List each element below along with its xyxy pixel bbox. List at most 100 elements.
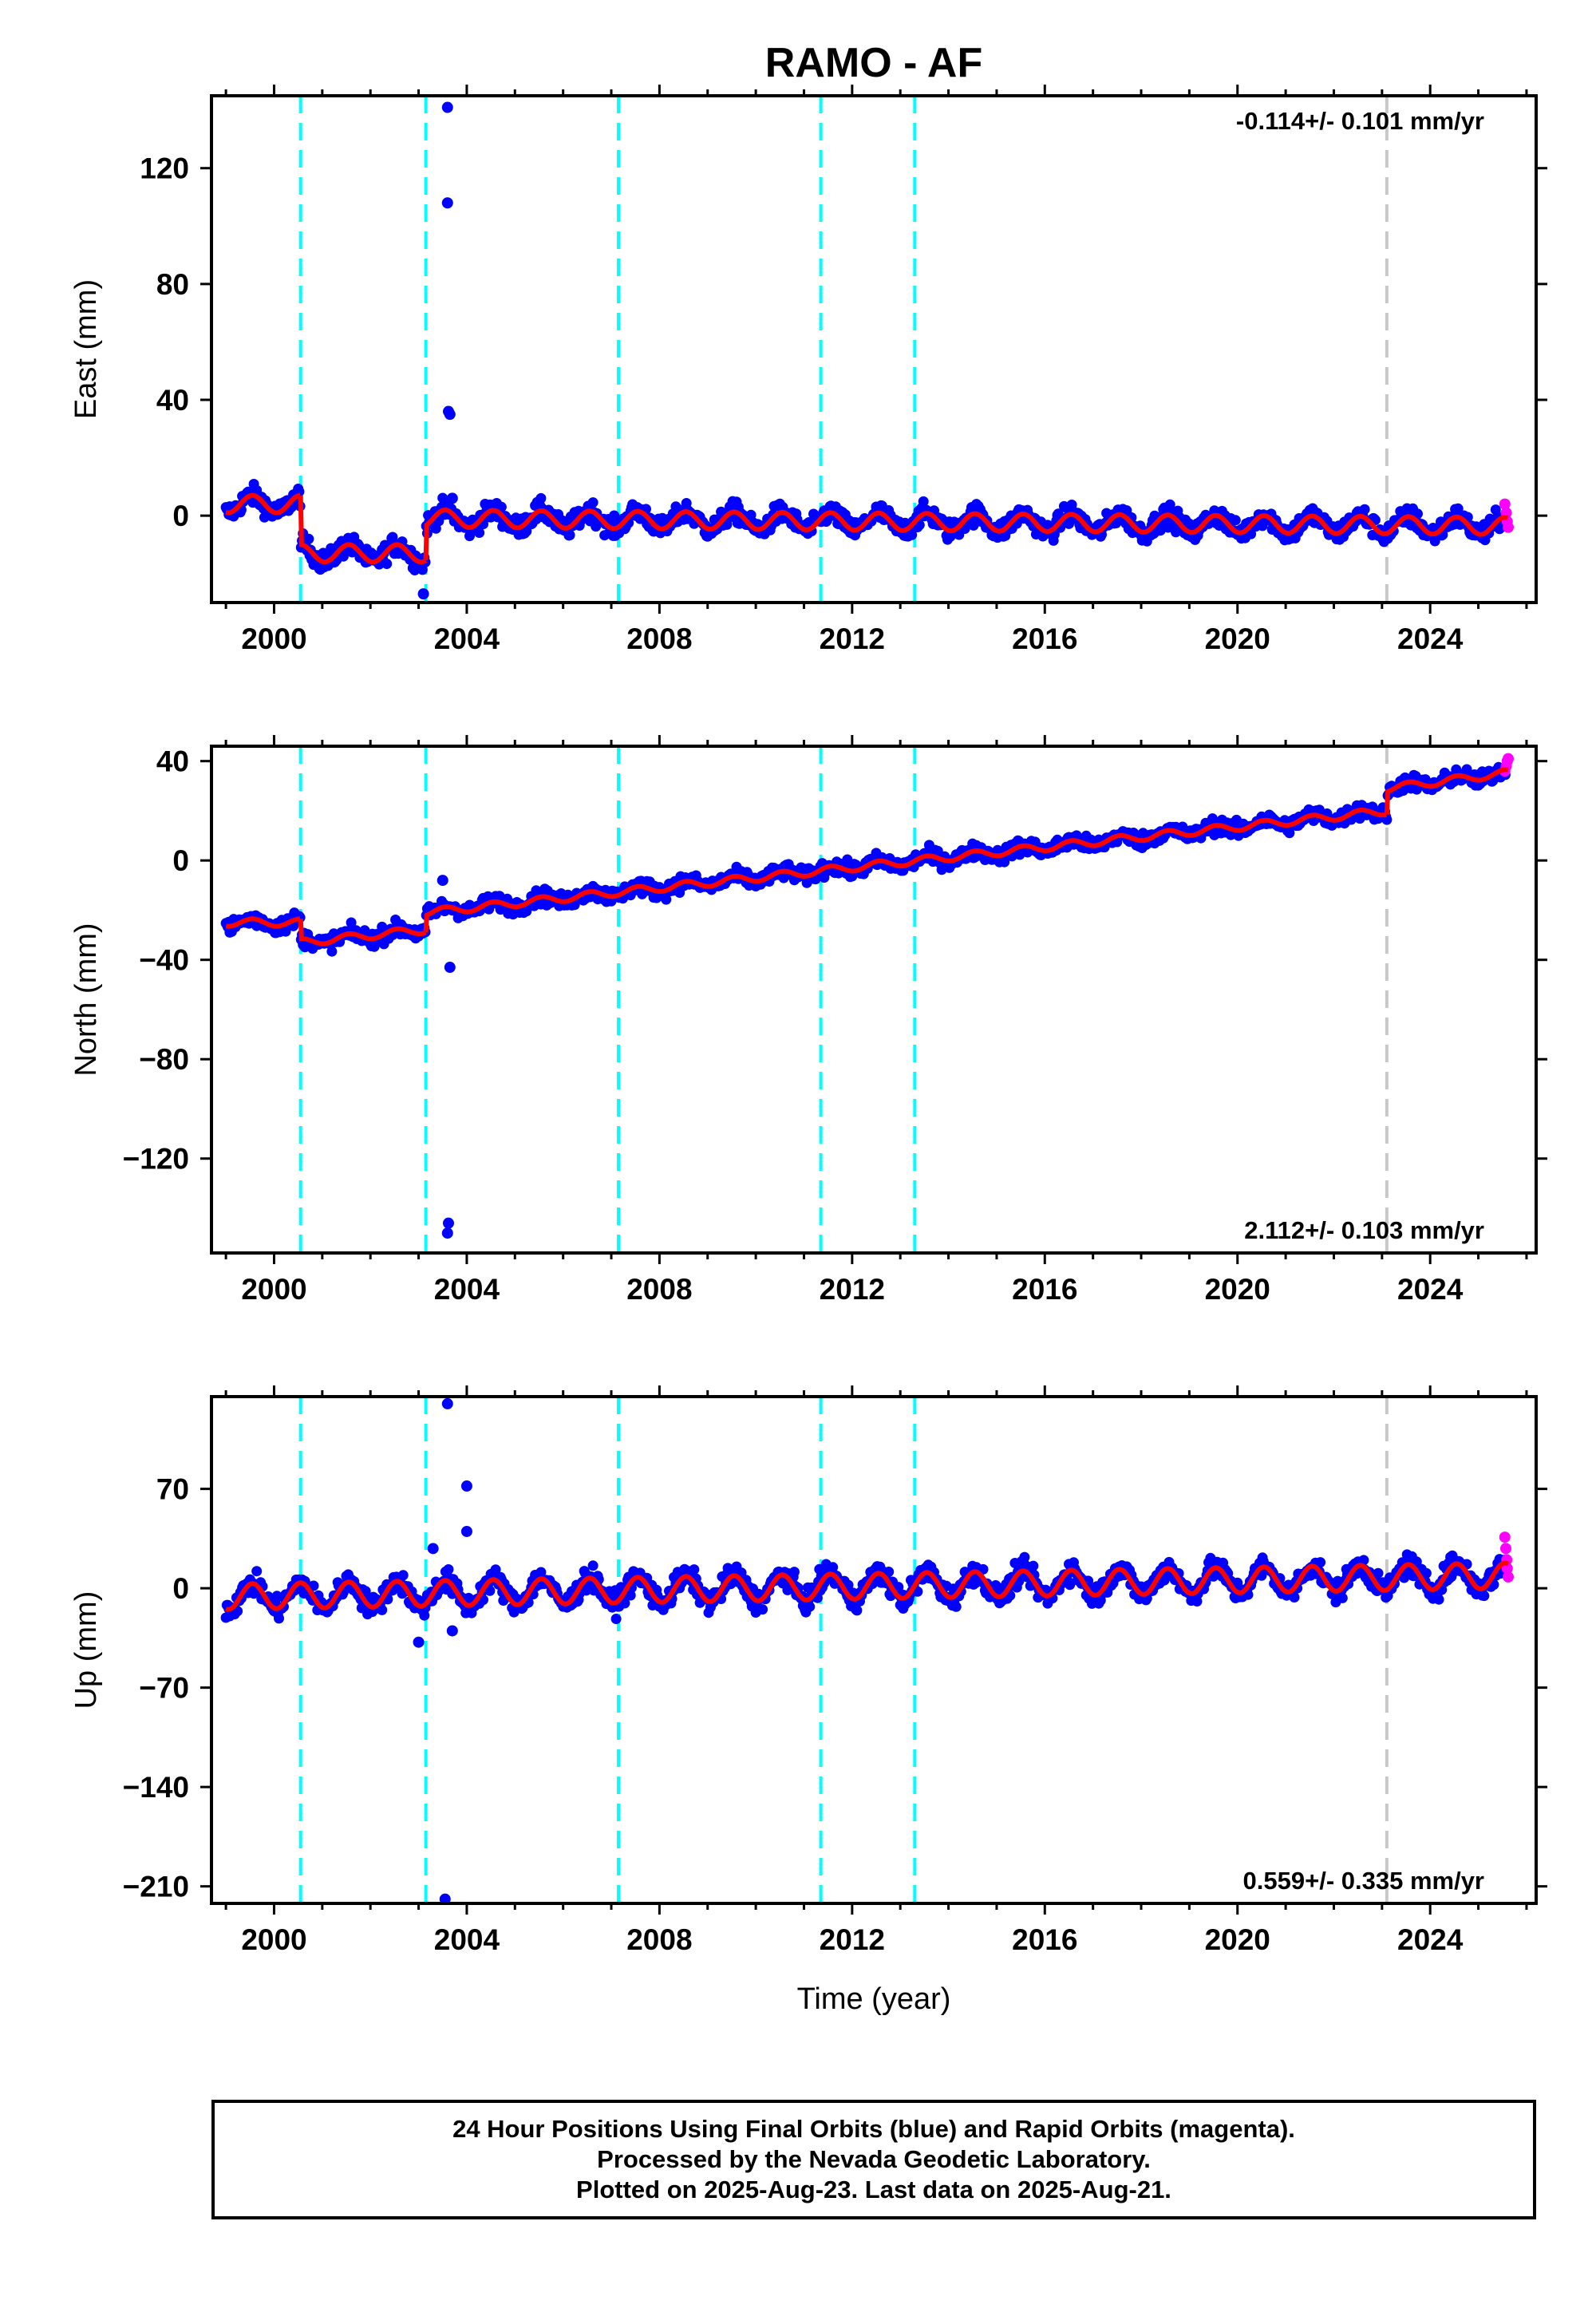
outlier-point <box>446 492 458 504</box>
final-orbit-point <box>587 497 598 508</box>
outlier-point <box>460 1480 472 1492</box>
final-orbit-point <box>999 856 1010 868</box>
final-orbit-point <box>484 1585 496 1596</box>
final-orbit-point <box>303 533 314 544</box>
final-orbit-point <box>490 1564 501 1575</box>
outlier-point <box>444 962 456 974</box>
final-orbit-point <box>474 528 485 538</box>
final-orbit-point <box>419 1610 430 1621</box>
final-orbit-point <box>1230 515 1241 526</box>
x-tick-label: 2016 <box>1012 1923 1077 1956</box>
y-tick-label: −40 <box>139 944 189 977</box>
panel-up: 2000 2004 2008 2012 2016 2020 2024 −210 −140 −70 0… <box>69 1385 1547 1956</box>
outlier-point <box>444 409 456 421</box>
y-tick-label: 40 <box>156 384 189 417</box>
final-orbit-point <box>251 1566 263 1577</box>
final-orbit-point <box>1412 508 1423 520</box>
x-tick-label: 2008 <box>626 1923 692 1956</box>
final-orbit-point <box>397 1570 409 1581</box>
y-tick-label: −210 <box>123 1871 189 1903</box>
x-tick-label: 2008 <box>626 1273 692 1306</box>
x-tick-label: 2004 <box>434 1273 500 1306</box>
model-curve <box>225 492 1509 565</box>
plot-frame <box>210 745 1538 1255</box>
y-tick-label: 0 <box>172 844 189 877</box>
rapid-orbit-point <box>1502 521 1514 533</box>
rapid-orbit-point <box>1499 498 1511 510</box>
x-tick-label: 2008 <box>626 622 692 655</box>
outlier-point <box>460 1525 472 1537</box>
final-orbit-points <box>220 753 1514 1239</box>
y-tick-label: 70 <box>156 1473 189 1506</box>
x-tick-label: 2000 <box>241 1923 306 1956</box>
y-tick-label: 120 <box>140 152 189 185</box>
final-orbit-point <box>788 1567 800 1578</box>
final-orbit-point <box>274 1613 284 1624</box>
y-tick-label: 0 <box>172 1572 189 1605</box>
final-orbit-point <box>804 1601 816 1612</box>
outlier-point <box>427 1543 439 1555</box>
final-orbit-point <box>918 496 929 507</box>
model-curve <box>225 767 1509 947</box>
x-tick-label: 2012 <box>820 622 885 655</box>
final-orbit-point <box>1028 1560 1039 1571</box>
rapid-orbit-point <box>1499 1531 1511 1543</box>
x-tick-label: 2024 <box>1397 1273 1464 1306</box>
footer-line-orbits: 24 Hour Positions Using Final Orbits (bl… <box>452 2115 1295 2143</box>
y-axis-label: East (mm) <box>69 279 103 419</box>
final-orbit-point <box>661 894 672 905</box>
velocity-label: -0.114+/- 0.101 mm/yr <box>1236 107 1484 135</box>
x-tick-label: 2012 <box>820 1273 885 1306</box>
y-tick-label: −70 <box>139 1672 189 1705</box>
outlier-point <box>441 197 453 209</box>
outlier-point <box>441 101 453 113</box>
x-tick-label: 2020 <box>1205 1273 1270 1306</box>
panel-east: 2000 2004 2008 2012 2016 2020 2024 0 40 80 120 East… <box>69 85 1547 655</box>
rapid-orbit-point <box>1502 753 1514 765</box>
final-orbit-point <box>689 1564 700 1575</box>
x-tick-label: 2016 <box>1012 1273 1077 1306</box>
x-tick-label: 2004 <box>434 622 500 655</box>
chart-title: RAMO - AF <box>765 40 982 86</box>
y-tick-label: −120 <box>123 1143 189 1176</box>
final-orbit-point <box>757 1604 768 1615</box>
outlier-point <box>441 1397 453 1409</box>
final-orbit-point <box>1337 1592 1348 1603</box>
final-orbit-point <box>535 1567 547 1578</box>
outlier-point <box>442 1217 454 1229</box>
final-orbit-point <box>1479 1591 1490 1602</box>
x-tick-label: 2020 <box>1205 622 1270 655</box>
panel-north: 2000 2004 2008 2012 2016 2020 2024 −120 −80 −40 0 4… <box>69 735 1547 1306</box>
final-orbit-point <box>496 501 507 512</box>
outlier-point <box>437 875 448 887</box>
final-orbit-point <box>1452 503 1464 514</box>
final-orbit-point <box>1359 504 1370 515</box>
footer-line-plotted: Plotted on 2025-Aug-23. Last data on 202… <box>576 2176 1171 2203</box>
final-orbit-point <box>381 559 393 569</box>
chart-panels: 2000 2004 2008 2012 2016 2020 2024 0 40 80 120 East… <box>69 85 1547 1956</box>
outlier-point <box>417 588 429 600</box>
final-orbit-point <box>564 530 575 540</box>
x-tick-label: 2024 <box>1397 1923 1464 1956</box>
final-orbit-points <box>220 1397 1514 1903</box>
outlier-point <box>413 1636 425 1648</box>
final-orbit-point <box>443 1564 454 1575</box>
outlier-point <box>441 1227 453 1239</box>
y-tick-label: −140 <box>123 1771 189 1804</box>
final-orbit-point <box>587 1560 598 1571</box>
x-tick-label: 2004 <box>434 1923 500 1956</box>
final-orbit-point <box>950 1601 962 1612</box>
footer-info-box: 24 Hour Positions Using Final Orbits (bl… <box>211 2100 1536 2219</box>
final-orbit-point <box>851 1605 863 1616</box>
x-tick-label: 2012 <box>820 1923 885 1956</box>
y-axis-label: North (mm) <box>69 923 103 1076</box>
x-tick-label: 2000 <box>241 1273 306 1306</box>
x-tick-label: 2020 <box>1205 1923 1270 1956</box>
y-tick-label: 0 <box>172 500 189 532</box>
footer-line-processed: Processed by the Nevada Geodetic Laborat… <box>597 2145 1151 2173</box>
y-tick-label: −80 <box>139 1043 189 1076</box>
x-axis-label: Time (year) <box>797 1982 951 2016</box>
outlier-point <box>446 1625 458 1637</box>
y-tick-label: 80 <box>156 268 189 301</box>
